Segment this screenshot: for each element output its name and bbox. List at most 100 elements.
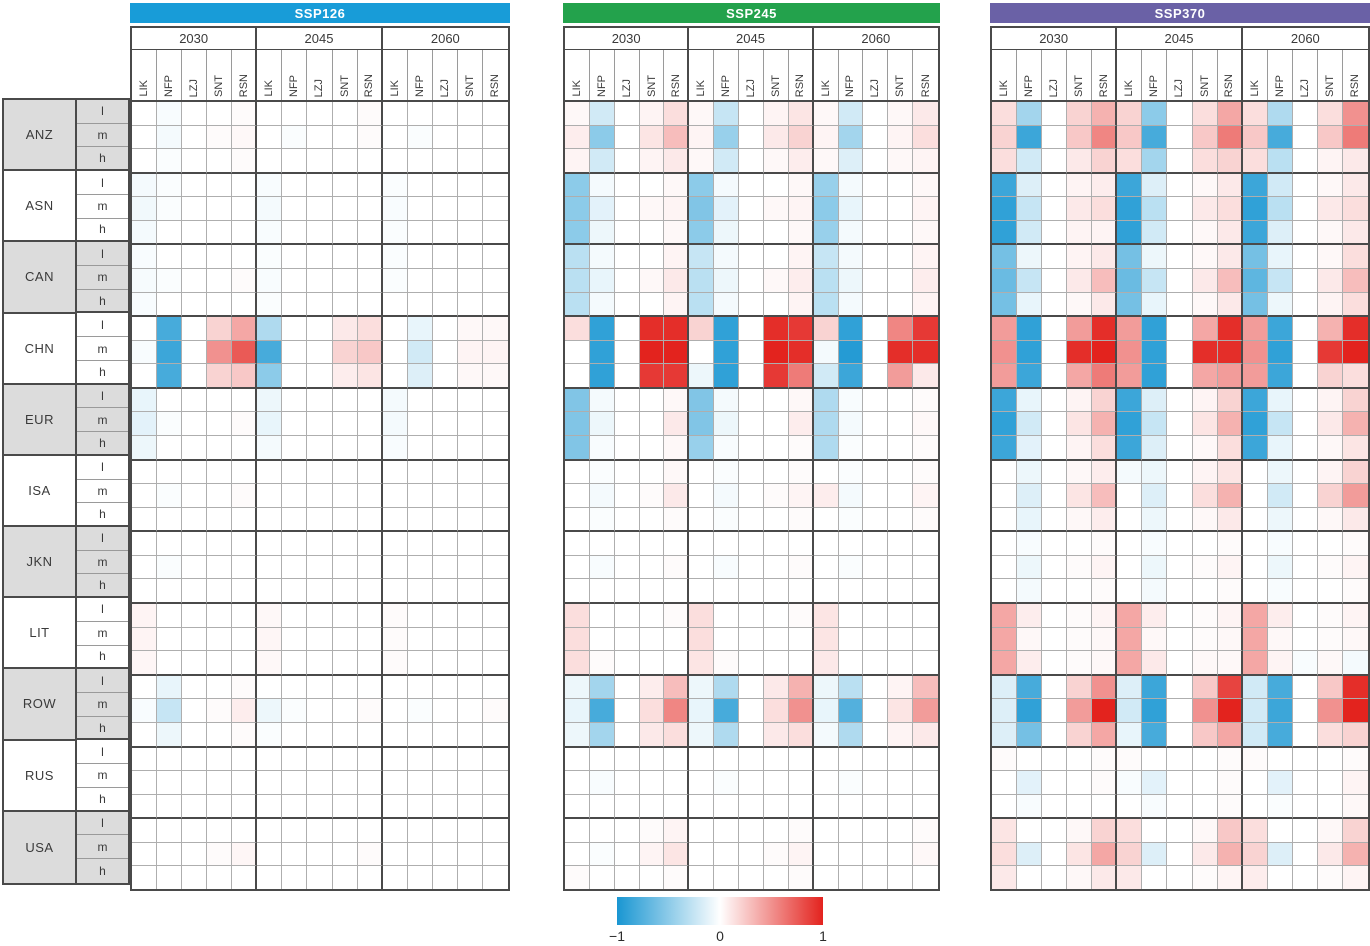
heatmap-cell [407,842,433,867]
heatmap-cell [838,532,864,556]
heatmap-cell [813,317,839,341]
heatmap-cell [332,125,358,150]
heatmap-cell [1167,268,1193,293]
heatmap-cell [1342,412,1368,437]
heatmap-cell [838,268,864,293]
heatmap-cell [763,651,789,676]
heatmap-cell [1092,507,1118,533]
heatmap-cell [232,699,258,723]
heatmap-cell [1267,747,1293,772]
heatmap-cell [788,579,814,605]
heatmap-cell [1192,102,1218,126]
heatmap-cell [457,555,483,580]
heatmap-cell [132,842,158,867]
heatmap-cell [664,794,690,820]
heatmap-cell [207,604,233,628]
heatmap-cell [157,460,183,485]
heatmap-cell [1342,532,1368,556]
heatmap-cell [664,747,690,772]
heatmap-cell [589,699,615,723]
heatmap-cell [565,149,590,174]
heatmap-cell [132,220,158,246]
heatmap-cell [307,627,333,652]
heatmap-cell [714,842,740,867]
level-label: m [77,408,128,433]
heatmap-cell [332,436,358,461]
heatmap-cell [482,532,508,556]
level-label: l [77,242,128,267]
heatmap-cell [863,507,889,533]
heatmap-cell [614,675,640,700]
heatmap-cell [614,173,640,198]
heatmap-cell [763,484,789,508]
heatmap-cell [1067,579,1093,605]
heatmap-cell [457,436,483,461]
heatmap-cell [132,102,158,126]
heatmap-cell [357,340,383,365]
heatmap-cell [1217,675,1243,700]
policy-label: NFP [714,50,740,100]
heatmap-cell [432,866,458,889]
heatmap-cell [1192,436,1218,461]
heatmap-cell [182,722,208,748]
heatmap-cell [913,292,938,318]
heatmap-cell [1342,245,1368,269]
heatmap-cell [282,532,308,556]
heatmap-cell [913,245,938,269]
heatmap-cell [589,173,615,198]
heatmap-cell [1117,819,1143,843]
heatmap-cell [1067,532,1093,556]
heatmap-cell [689,364,715,389]
heatmap-cell [739,579,764,605]
heatmap-cell [307,722,333,748]
heatmap-cell [482,460,508,485]
heatmap-cell [182,747,208,772]
heatmap-cell [1292,220,1318,246]
policy-label: RSN [358,50,383,100]
heatmap-cell [788,268,814,293]
heatmap-cell [182,102,208,126]
heatmap-cell [664,388,690,413]
heatmap-cell [1092,125,1118,150]
heatmap-cell [357,364,383,389]
policy-label: NFP [1017,50,1043,100]
heatmap-cell [739,340,764,365]
heatmap-cell [838,866,864,889]
heatmap-cell [664,173,690,198]
heatmap-cell [432,604,458,628]
heatmap-cell [664,317,690,341]
heatmap-cell [714,675,740,700]
heatmap-cell [1142,771,1168,795]
heatmap-cell [913,340,938,365]
heatmap-cell [157,651,183,676]
heatmap-cell [565,699,590,723]
heatmap-cell [1042,388,1068,413]
heatmap-cell [432,102,458,126]
heatmap-cell [1292,197,1318,221]
heatmap-cell [157,866,183,889]
heatmap-cell [992,197,1018,221]
heatmap-cell [664,579,690,605]
heatmap-cell [482,317,508,341]
heatmap-cell [863,651,889,676]
heatmap-cell [639,819,665,843]
heatmap-cell [1217,555,1243,580]
heatmap-cell [1267,173,1293,198]
heatmap-cell [913,819,938,843]
heatmap-cell [992,819,1018,843]
heatmap-cell [664,604,690,628]
heatmap-cell [1042,532,1068,556]
heatmap-cell [863,604,889,628]
heatmap-cell [992,651,1018,676]
heatmap-cell [1267,149,1293,174]
heatmap-cell [763,747,789,772]
heatmap-cell [913,268,938,293]
heatmap-cell [382,388,408,413]
heatmap-cell [182,866,208,889]
heatmap-cell [763,436,789,461]
heatmap-cell [788,722,814,748]
heatmap-cell [257,604,283,628]
heatmap-cell [739,102,764,126]
heatmap-cell [257,292,283,318]
